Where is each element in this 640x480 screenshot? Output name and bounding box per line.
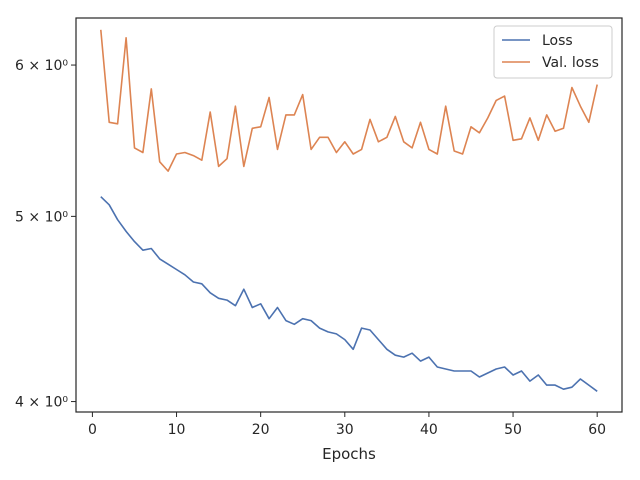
legend-label: Loss [542,33,573,49]
series-line-0 [100,196,598,392]
axes-frame [75,17,623,413]
x-axis-ticks: 0 10 20 30 40 50 60 [88,412,606,438]
legend-box [493,25,613,79]
y-tick-label: 4 × 10⁰ [15,395,68,411]
plot-area [100,29,598,392]
y-tick-label: 6 × 10⁰ [15,58,68,74]
x-tick-label: 50 [504,422,522,438]
legend: Loss Val. loss [493,25,613,79]
y-tick-label: 5 × 10⁰ [15,209,68,225]
x-tick-label: 60 [588,422,606,438]
legend-label: Val. loss [542,55,599,71]
x-tick-label: 40 [420,422,438,438]
x-axis-label: Epochs [322,445,376,463]
y-axis-ticks: 4 × 10⁰ 5 × 10⁰ 6 × 10⁰ [15,58,76,411]
series-line-1 [100,29,598,172]
x-tick-label: 20 [252,422,270,438]
x-tick-label: 10 [168,422,186,438]
x-tick-label: 0 [88,422,97,438]
x-tick-label: 30 [336,422,354,438]
